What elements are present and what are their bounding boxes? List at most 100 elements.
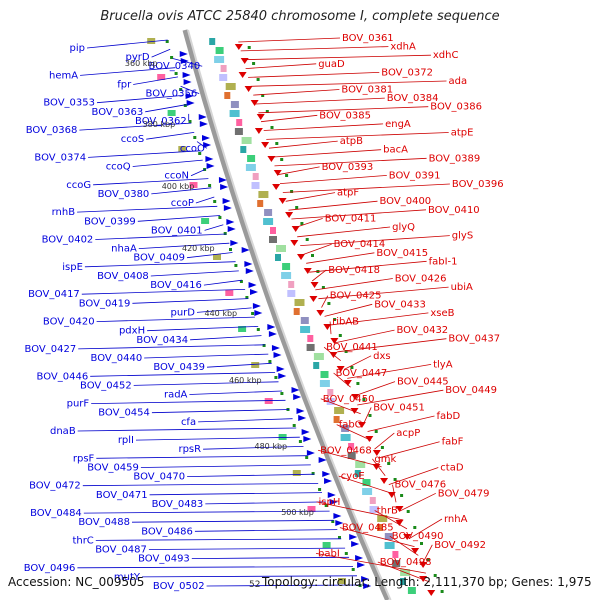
gene-label-atpe[interactable]: atpE (451, 128, 474, 139)
gene-label-bov-0479[interactable]: BOV_0479 (438, 488, 490, 499)
gene-label-pip[interactable]: pip (70, 43, 85, 54)
gene-label-ccop[interactable]: ccoP (171, 198, 194, 209)
gene-label-bov-0483[interactable]: BOV_0483 (152, 499, 204, 510)
gene-label-bov-0488[interactable]: BOV_0488 (78, 517, 130, 528)
gene-label-bov-0437[interactable]: BOV_0437 (448, 334, 500, 345)
gene-label-ispe[interactable]: ispE (62, 262, 83, 273)
gene-label-fabg[interactable]: fabG (339, 420, 363, 431)
gene-label-bov-0386[interactable]: BOV_0386 (430, 102, 482, 113)
gene-label-bov-0353[interactable]: BOV_0353 (43, 98, 95, 109)
gene-label-pdxh[interactable]: pdxH (119, 326, 145, 337)
gene-label-bov-0402[interactable]: BOV_0402 (42, 235, 94, 246)
gene-label-bov-0399[interactable]: BOV_0399 (84, 216, 136, 227)
gene-label-bov-0425[interactable]: BOV_0425 (330, 291, 382, 302)
gene-label-ctad[interactable]: ctaD (440, 463, 464, 474)
gene-label-xdhc[interactable]: xdhC (433, 50, 459, 61)
gene-label-rpsr[interactable]: rpsR (178, 444, 201, 455)
gene-label-bov-0393[interactable]: BOV_0393 (322, 162, 374, 173)
gene-label-gmk[interactable]: gmk (374, 454, 396, 465)
gene-label-bov-0498[interactable]: BOV_0498 (380, 557, 432, 568)
gene-label-bov-0401[interactable]: BOV_0401 (151, 225, 203, 236)
gene-label-bov-0459[interactable]: BOV_0459 (87, 463, 139, 474)
gene-label-ccog[interactable]: ccoG (66, 180, 91, 191)
gene-label-fpr[interactable]: fpr (117, 80, 132, 91)
gene-label-atpb[interactable]: atpB (340, 136, 363, 147)
gene-label-purf[interactable]: purF (67, 399, 90, 410)
gene-label-bov-0415[interactable]: BOV_0415 (376, 248, 428, 259)
gene-label-fabf[interactable]: fabF (442, 437, 464, 448)
gene-label-nhaa[interactable]: nhaA (111, 244, 137, 255)
gene-label-ccoo[interactable]: ccoO (180, 143, 205, 154)
gene-label-ccos[interactable]: ccoS (121, 134, 144, 145)
gene-label-fabd[interactable]: fabD (437, 411, 461, 422)
gene-label-bov-0449[interactable]: BOV_0449 (445, 385, 497, 396)
gene-label-bov-0485[interactable]: BOV_0485 (342, 523, 394, 534)
gene-label-rpsf[interactable]: rpsF (73, 453, 95, 464)
gene-label-bov-0372[interactable]: BOV_0372 (381, 67, 433, 78)
gene-label-ccoq[interactable]: ccoQ (106, 162, 131, 173)
gene-label-muty[interactable]: mutY (114, 572, 141, 583)
gene-label-ubia[interactable]: ubiA (451, 282, 473, 293)
gene-label-bov-0361[interactable]: BOV_0361 (342, 33, 394, 44)
gene-label-bov-0411[interactable]: BOV_0411 (325, 213, 377, 224)
gene-label-hema[interactable]: hemA (49, 70, 78, 81)
gene-label-bov-0374[interactable]: BOV_0374 (34, 152, 86, 163)
gene-label-isph[interactable]: ispH (319, 497, 341, 508)
gene-label-bov-0439[interactable]: BOV_0439 (153, 362, 205, 373)
gene-label-bov-0451[interactable]: BOV_0451 (373, 402, 425, 413)
gene-label-bov-0434[interactable]: BOV_0434 (136, 335, 188, 346)
gene-label-bov-0502[interactable]: BOV_0502 (153, 581, 205, 592)
gene-label-rnhb[interactable]: rnhB (52, 207, 76, 218)
gene-label-bov-0363[interactable]: BOV_0363 (92, 107, 144, 118)
gene-label-bov-0468[interactable]: BOV_0468 (320, 445, 372, 456)
gene-label-glys[interactable]: glyS (452, 231, 473, 242)
gene-label-xseb[interactable]: xseB (430, 308, 454, 319)
gene-label-bov-0454[interactable]: BOV_0454 (98, 408, 150, 419)
gene-label-bov-0496[interactable]: BOV_0496 (24, 563, 76, 574)
gene-label-bov-0362[interactable]: BOV_0362 (135, 116, 187, 127)
gene-label-cyoe[interactable]: cyoE (341, 471, 365, 482)
gene-label-bov-0380[interactable]: BOV_0380 (98, 189, 150, 200)
gene-label-bov-0484[interactable]: BOV_0484 (30, 508, 82, 519)
gene-label-ccon[interactable]: ccoN (164, 171, 189, 182)
gene-label-bov-0452[interactable]: BOV_0452 (80, 380, 132, 391)
gene-label-atpf[interactable]: atpF (337, 188, 359, 199)
gene-label-bov-0471[interactable]: BOV_0471 (96, 490, 148, 501)
gene-label-thrc[interactable]: thrC (72, 535, 93, 546)
gene-label-xdha[interactable]: xdhA (390, 42, 416, 53)
gene-label-tlya[interactable]: tlyA (433, 359, 453, 370)
gene-label-bov-0340[interactable]: BOV_0340 (149, 61, 201, 72)
gene-label-bov-0432[interactable]: BOV_0432 (397, 325, 449, 336)
gene-label-bov-0408[interactable]: BOV_0408 (97, 271, 149, 282)
gene-label-bov-0427[interactable]: BOV_0427 (25, 344, 77, 355)
gene-label-glyq[interactable]: glyQ (392, 222, 415, 233)
gene-label-bov-0445[interactable]: BOV_0445 (397, 377, 449, 388)
gene-label-fabi-1[interactable]: fabI-1 (429, 256, 458, 267)
gene-label-bov-0492[interactable]: BOV_0492 (434, 540, 486, 551)
gene-label-bov-0389[interactable]: BOV_0389 (429, 153, 481, 164)
gene-label-ada[interactable]: ada (449, 76, 468, 87)
gene-label-thrb[interactable]: thrB (377, 506, 398, 517)
gene-label-bov-0416[interactable]: BOV_0416 (150, 280, 202, 291)
gene-label-bov-0426[interactable]: BOV_0426 (395, 274, 447, 285)
gene-label-bov-0440[interactable]: BOV_0440 (91, 353, 143, 364)
gene-label-bov-0490[interactable]: BOV_0490 (392, 531, 444, 542)
gene-label-bov-0476[interactable]: BOV_0476 (395, 480, 447, 491)
gene-label-bov-0414[interactable]: BOV_0414 (334, 239, 386, 250)
gene-label-dxs[interactable]: dxs (373, 351, 390, 362)
gene-label-bov-0385[interactable]: BOV_0385 (319, 110, 371, 121)
gene-label-bov-0391[interactable]: BOV_0391 (389, 170, 441, 181)
gene-label-bov-0441[interactable]: BOV_0441 (326, 342, 378, 353)
gene-label-bov-0486[interactable]: BOV_0486 (141, 526, 193, 537)
gene-label-bov-0368[interactable]: BOV_0368 (26, 125, 78, 136)
gene-label-purd[interactable]: purD (171, 307, 196, 318)
gene-label-rpli[interactable]: rplI (118, 435, 134, 446)
gene-label-babi[interactable]: babI (318, 548, 340, 559)
gene-label-bov-0418[interactable]: BOV_0418 (328, 265, 380, 276)
gene-label-bov-0487[interactable]: BOV_0487 (95, 545, 147, 556)
gene-label-bov-0381[interactable]: BOV_0381 (341, 85, 393, 96)
gene-label-bov-0470[interactable]: BOV_0470 (133, 472, 185, 483)
gene-label-bov-0433[interactable]: BOV_0433 (374, 299, 426, 310)
gene-label-bov-0396[interactable]: BOV_0396 (452, 179, 504, 190)
gene-label-bov-0356[interactable]: BOV_0356 (146, 89, 198, 100)
